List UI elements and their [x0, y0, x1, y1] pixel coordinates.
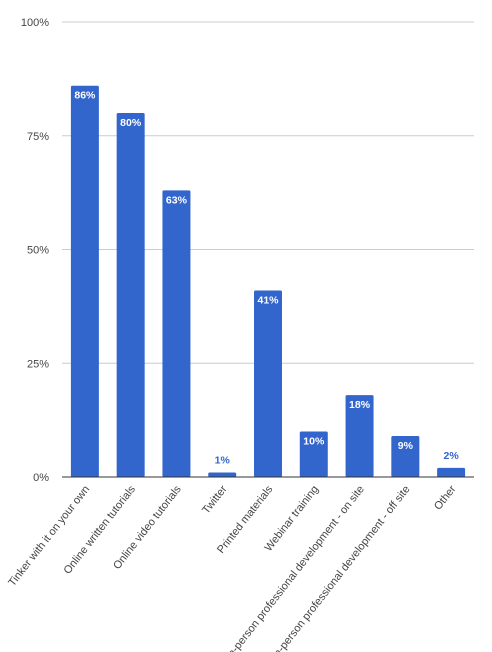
data-label: 86%	[74, 90, 96, 102]
bar	[391, 436, 420, 477]
bar	[70, 85, 99, 477]
bars	[70, 85, 466, 477]
x-category-label: Tinker with it on your own	[6, 483, 92, 588]
data-label: 41%	[257, 294, 279, 306]
x-category-label: Other	[432, 483, 459, 512]
y-tick-label: 50%	[27, 245, 49, 257]
bar	[116, 113, 145, 477]
bar	[345, 395, 374, 477]
y-tick-label: 100%	[21, 17, 49, 29]
bar	[254, 290, 282, 477]
bar	[299, 431, 328, 477]
y-axis-tick-labels: 0% 25% 50% 75% 100%	[21, 17, 49, 484]
data-label: 9%	[398, 440, 414, 452]
bar	[437, 467, 466, 477]
bar	[208, 472, 237, 477]
data-label: 2%	[444, 450, 460, 462]
data-label: 18%	[349, 399, 371, 411]
data-label: 63%	[166, 194, 188, 206]
y-tick-label: 75%	[27, 131, 49, 143]
data-label: 10%	[303, 436, 325, 448]
y-tick-label: 0%	[33, 472, 49, 484]
data-label: 80%	[120, 117, 142, 129]
bar	[162, 190, 191, 477]
data-label: 1%	[215, 454, 231, 466]
x-category-label: Twitter	[200, 483, 230, 516]
y-tick-label: 25%	[27, 358, 49, 370]
data-labels: 86% 80% 63% 1% 41% 10% 18% 9% 2%	[74, 90, 459, 467]
